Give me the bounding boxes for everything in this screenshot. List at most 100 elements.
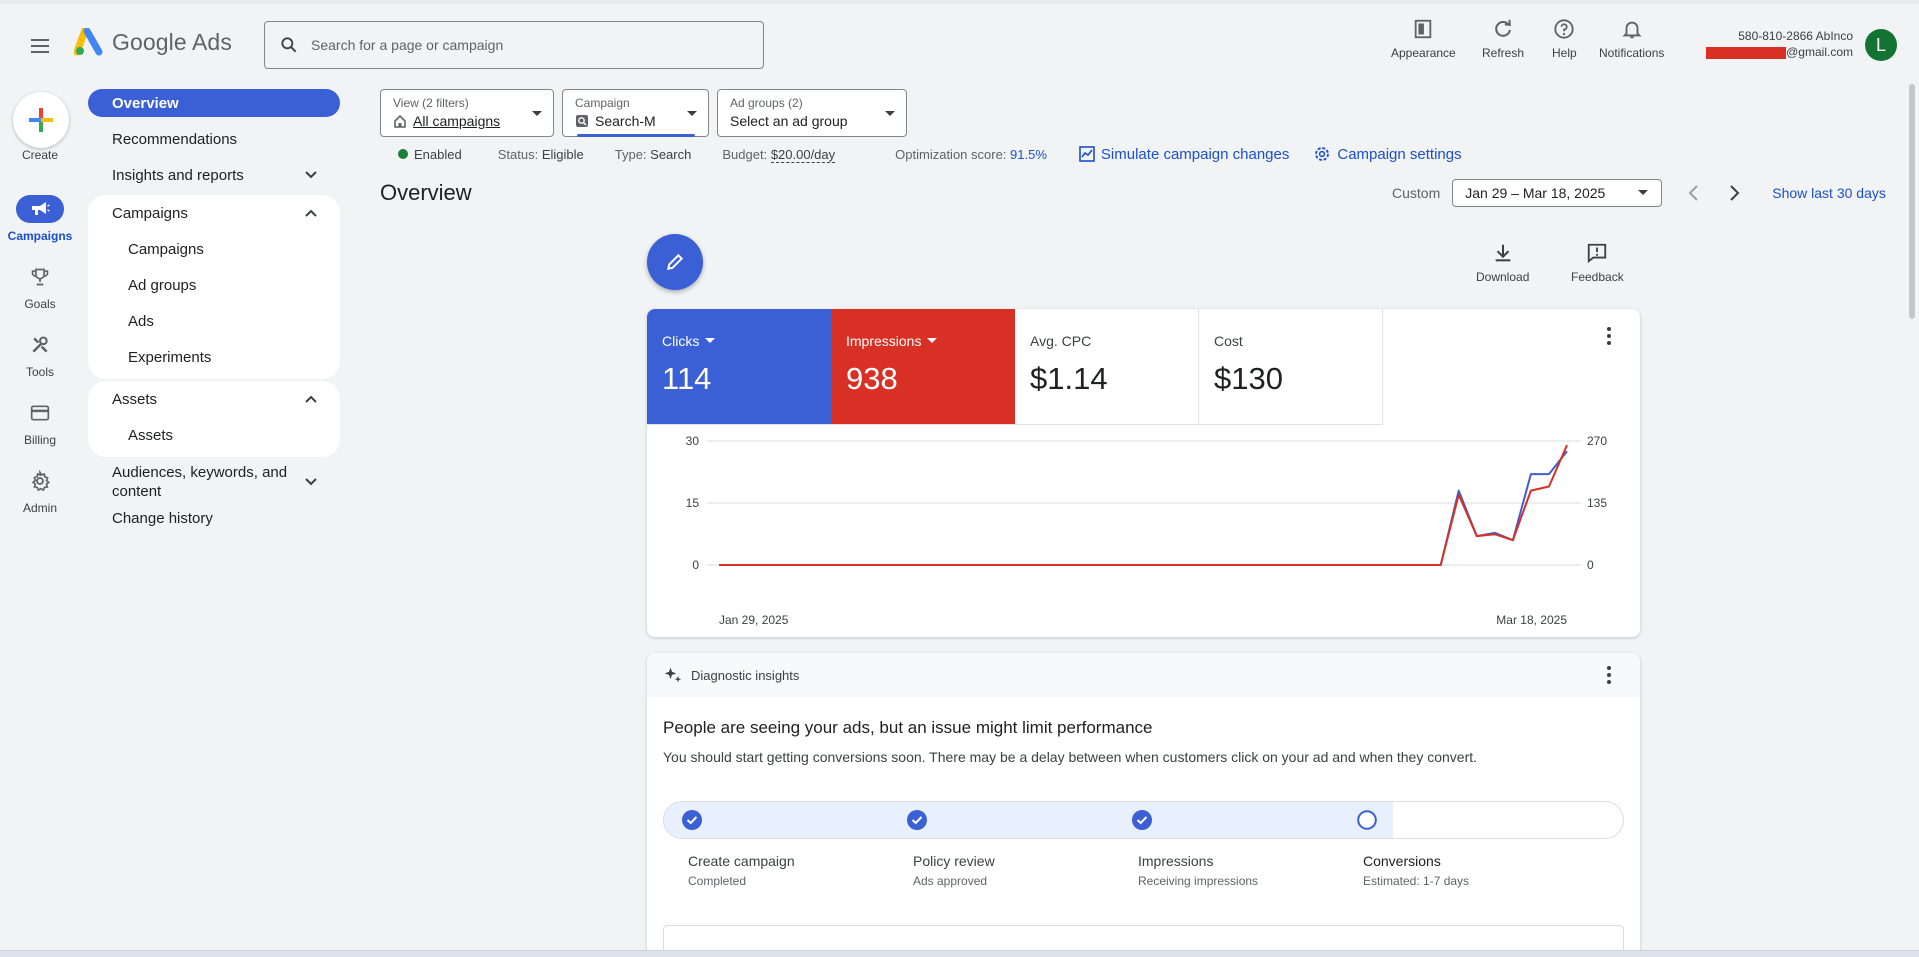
chart-grid — [707, 440, 1581, 566]
nav-item-campaigns-group[interactable]: Campaigns — [88, 195, 340, 231]
nav-item-insights[interactable]: Insights and reports — [88, 157, 340, 193]
simulate-campaign-changes-link[interactable]: Simulate campaign changes — [1079, 146, 1289, 163]
rail-item-admin[interactable]: Admin — [0, 467, 80, 515]
view-filter-select[interactable]: View (2 filters) All campaigns — [380, 89, 554, 137]
more-options-icon[interactable] — [1599, 324, 1619, 348]
metric-avg-cpc-value: $1.14 — [1030, 361, 1108, 396]
campaign-select-label: Campaign — [575, 96, 630, 110]
nav-item-change-history[interactable]: Change history — [88, 505, 340, 531]
y-left-tick-label: 30 — [686, 434, 700, 448]
step-status: Receiving impressions — [1138, 874, 1259, 888]
x-axis-end-label: Mar 18, 2025 — [1496, 613, 1567, 627]
rail-label-billing: Billing — [23, 433, 56, 447]
nav-item-experiments[interactable]: Experiments — [88, 339, 340, 375]
nav-item-assets-group[interactable]: Assets — [88, 381, 340, 417]
diagnostic-progress-bar — [663, 801, 1624, 839]
nav-label-campaigns: Campaigns — [128, 240, 204, 258]
metric-cost[interactable]: Cost $130 — [1199, 309, 1383, 425]
nav-item-ad-groups[interactable]: Ad groups — [88, 267, 340, 303]
step-create-campaign: Create campaign Completed — [688, 853, 795, 888]
nav-item-campaigns[interactable]: Campaigns — [88, 231, 340, 267]
pending-circle-icon — [1357, 810, 1377, 830]
chevron-right-icon[interactable] — [1722, 181, 1746, 205]
avatar[interactable]: L — [1865, 29, 1897, 61]
date-range-value: Jan 29 – Mar 18, 2025 — [1465, 185, 1606, 201]
rail-item-campaigns[interactable]: Campaigns — [0, 195, 80, 243]
step-status: Estimated: 1-7 days — [1363, 874, 1470, 888]
metric-clicks-label: Clicks — [662, 333, 700, 349]
menu-icon[interactable] — [28, 34, 52, 58]
nav-item-recommendations[interactable]: Recommendations — [88, 121, 340, 157]
y-left-tick-label: 0 — [692, 558, 699, 572]
google-ads-logo[interactable]: Google Ads — [74, 28, 232, 56]
rail-item-tools[interactable]: Tools — [0, 331, 80, 379]
date-range-select[interactable]: Jan 29 – Mar 18, 2025 — [1452, 179, 1663, 207]
nav-label-experiments: Experiments — [128, 348, 212, 366]
help-button[interactable]: Help — [1552, 18, 1577, 60]
chevron-left-icon[interactable] — [1682, 181, 1706, 205]
notifications-button[interactable]: Notifications — [1599, 18, 1664, 60]
nav-group-campaigns: Campaigns Campaigns Ad groups Ads Experi… — [88, 195, 340, 379]
metric-avg-cpc[interactable]: Avg. CPC $1.14 — [1015, 309, 1199, 425]
nav-label-campaigns-group: Campaigns — [112, 204, 188, 222]
dropdown-arrow-icon — [532, 111, 542, 116]
recommendation-row[interactable] — [663, 925, 1624, 957]
create-label: Create — [21, 148, 59, 162]
step-name: Create campaign — [688, 853, 795, 869]
search-box[interactable] — [264, 21, 764, 69]
appearance-icon — [1415, 19, 1432, 39]
metric-impressions-label: Impressions — [846, 333, 922, 349]
view-filter-value: All campaigns — [413, 113, 501, 129]
settings-label: Campaign settings — [1337, 145, 1462, 163]
metric-clicks[interactable]: Clicks 114 — [647, 309, 831, 425]
edit-button[interactable] — [647, 234, 703, 290]
x-axis-start-label: Jan 29, 2025 — [719, 613, 789, 627]
nav-item-ads[interactable]: Ads — [88, 303, 340, 339]
dropdown-arrow-icon — [687, 111, 697, 116]
rail-label-goals: Goals — [24, 297, 56, 311]
page-scrollbar[interactable] — [1909, 84, 1915, 319]
more-options-icon[interactable] — [1599, 663, 1619, 687]
google-ads-logo-icon — [74, 28, 103, 56]
rail-item-goals[interactable]: Goals — [0, 263, 80, 311]
optimization-score[interactable]: Optimization score: 91.5% — [895, 147, 1047, 162]
enabled-label: Enabled — [414, 146, 462, 162]
y-right-tick-label: 135 — [1587, 496, 1607, 510]
appearance-button[interactable]: Appearance — [1391, 18, 1456, 60]
nav-item-audiences[interactable]: Audiences, keywords, and content — [88, 459, 340, 505]
status-label: Status: — [497, 146, 539, 162]
campaign-budget[interactable]: Budget: $20.00/day — [722, 146, 836, 163]
chevron-down-icon — [305, 478, 317, 486]
campaign-select[interactable]: Campaign Search-M — [562, 89, 709, 137]
ad-group-select-value: Select an ad group — [730, 113, 848, 129]
campaign-settings-link[interactable]: Campaign settings — [1313, 145, 1462, 163]
enabled-status[interactable]: Enabled — [398, 147, 462, 162]
help-icon — [1554, 19, 1574, 39]
create-button[interactable] — [13, 92, 69, 148]
download-button[interactable]: Download — [1476, 242, 1529, 284]
campaign-select-value: Search-M — [595, 113, 656, 129]
type-value: Search — [650, 146, 692, 162]
sparkle-icon — [664, 667, 682, 683]
step-conversions: Conversions Estimated: 1-7 days — [1363, 853, 1469, 888]
metric-avg-cpc-label: Avg. CPC — [1030, 333, 1092, 349]
refresh-button[interactable]: Refresh — [1482, 18, 1524, 60]
nav-item-assets[interactable]: Assets — [88, 417, 340, 453]
top-bar: Google Ads Appearance Refresh Help Notif… — [0, 0, 1919, 80]
metric-impressions[interactable]: Impressions 938 — [831, 309, 1015, 425]
ad-group-select[interactable]: Ad groups (2) Select an ad group — [717, 89, 907, 137]
metric-impressions-value: 938 — [846, 361, 898, 396]
ad-group-select-label: Ad groups (2) — [730, 96, 803, 110]
chart-line-icon — [1079, 146, 1095, 162]
show-last-30-days-link[interactable]: Show last 30 days — [1772, 185, 1886, 201]
nav-item-overview[interactable]: Overview — [88, 89, 340, 117]
chart-axis-ticks: 0 0 15 135 30 270 — [686, 434, 1608, 572]
nav-label-recommendations: Recommendations — [112, 130, 238, 148]
dropdown-arrow-icon — [927, 338, 938, 343]
account-info[interactable]: 580-810-2866 AbInco @gmail.com — [1706, 28, 1853, 60]
opt-label: Optimization score: — [895, 146, 1007, 162]
search-input[interactable] — [311, 37, 731, 53]
y-left-tick-label: 15 — [686, 496, 700, 510]
rail-item-billing[interactable]: Billing — [0, 399, 80, 447]
feedback-button[interactable]: Feedback — [1571, 242, 1624, 284]
